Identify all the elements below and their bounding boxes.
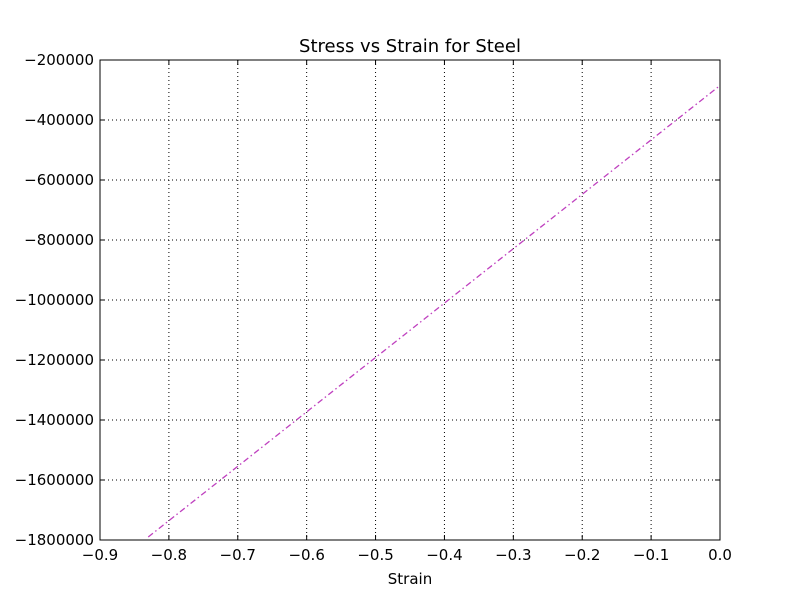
x-tick-label: −0.8 <box>151 546 187 564</box>
y-tick-label: −1600000 <box>15 471 94 489</box>
x-tick-label: −0.6 <box>288 546 324 564</box>
y-tick-label: −400000 <box>24 111 94 129</box>
x-tick-label: 0.0 <box>708 546 732 564</box>
tick-labels: −0.9 −0.8 −0.7 −0.6 −0.5 −0.4 −0.3 −0.2 −0.1 0.0 −… <box>15 51 732 564</box>
y-tick-label: −1800000 <box>15 531 94 549</box>
x-tick-label: −0.7 <box>220 546 256 564</box>
x-tick-label: −0.2 <box>564 546 600 564</box>
x-tick-label: −0.1 <box>633 546 669 564</box>
y-tick-label: −800000 <box>24 231 94 249</box>
y-tick-label: −1200000 <box>15 351 94 369</box>
y-tick-label: −1000000 <box>15 291 94 309</box>
y-tick-label: −1400000 <box>15 411 94 429</box>
y-tick-label: −200000 <box>24 51 94 69</box>
x-tick-label: −0.9 <box>82 546 118 564</box>
x-tick-label: −0.5 <box>357 546 393 564</box>
y-tick-label: −600000 <box>24 171 94 189</box>
x-axis-label: Strain <box>388 570 432 588</box>
x-tick-label: −0.4 <box>426 546 462 564</box>
ticks <box>99 59 721 541</box>
chart-title: Stress vs Strain for Steel <box>299 36 521 57</box>
x-tick-label: −0.3 <box>495 546 531 564</box>
